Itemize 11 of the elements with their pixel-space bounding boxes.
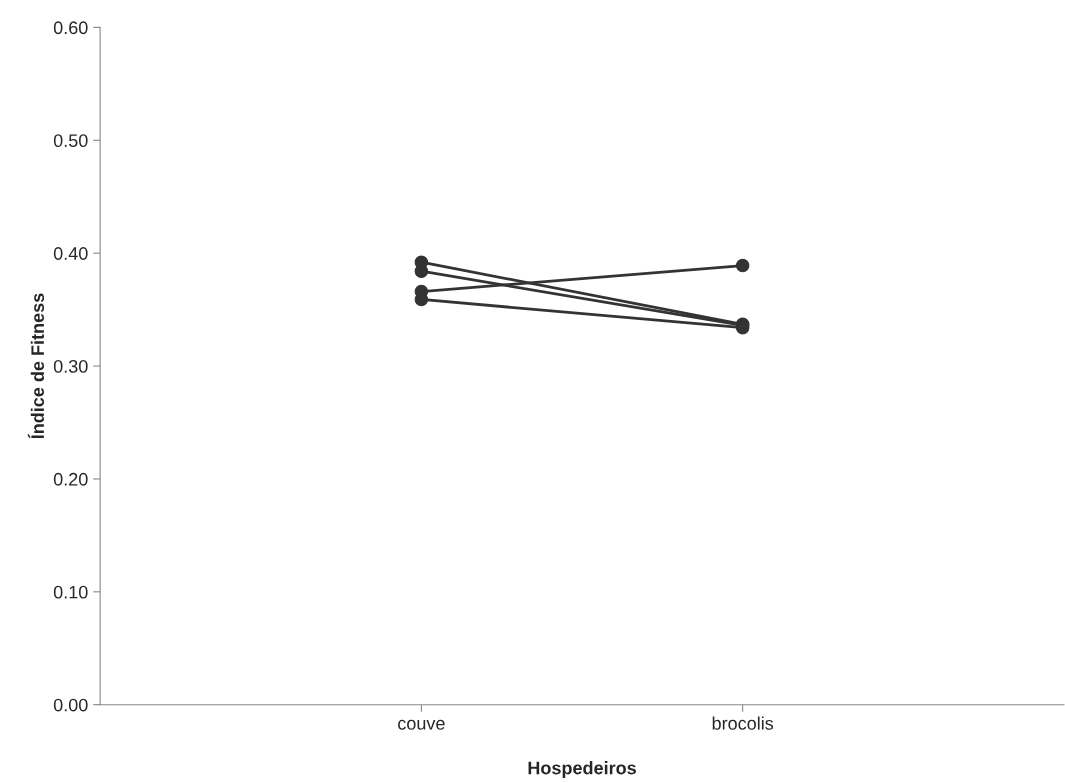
y-tick-label: 0.40	[53, 247, 88, 260]
y-tick-label: 0.20	[53, 472, 88, 486]
y-axis-title: Índice de Fitness	[27, 293, 45, 439]
y-tick-label: 0.10	[53, 585, 88, 599]
y-tick-label: 0.50	[53, 134, 88, 148]
x-tick-label: brocolis	[712, 716, 774, 730]
y-tick-label: 0.60	[53, 21, 88, 35]
y-tick-label: 0.00	[53, 698, 88, 712]
x-tick-label: couve	[398, 719, 445, 730]
y-tick-label: 0.30	[53, 359, 88, 373]
x-axis-title: Hospedeiros	[528, 761, 636, 778]
